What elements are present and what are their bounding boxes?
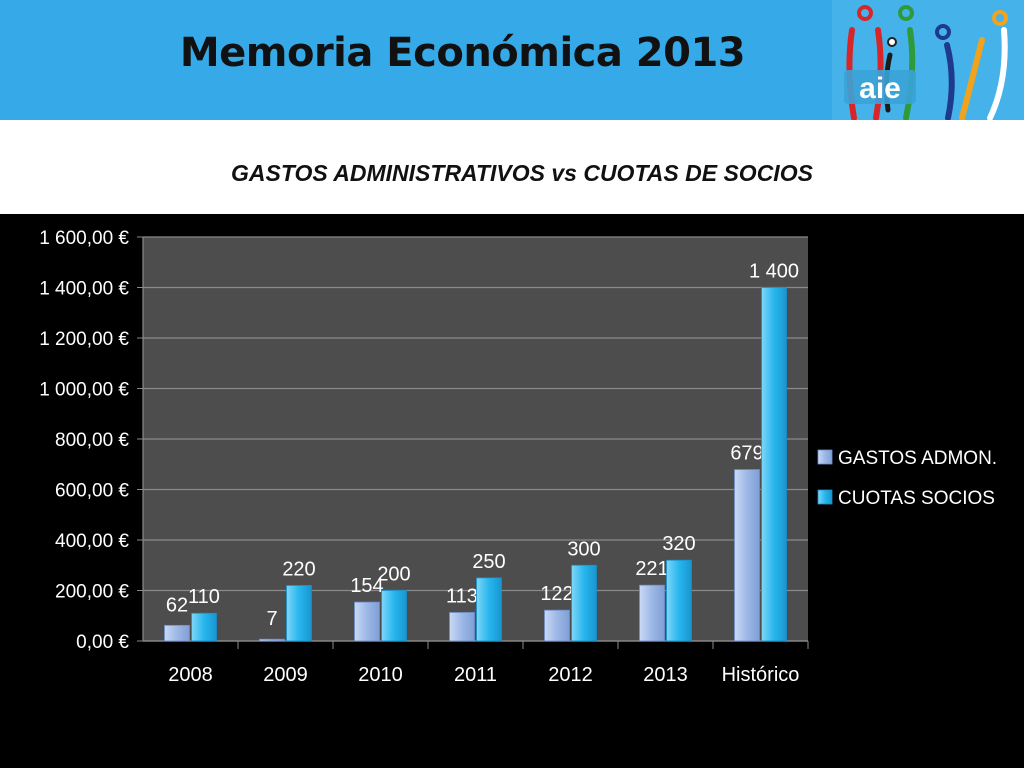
- legend-swatch: [817, 489, 833, 505]
- y-tick-label: 800,00 €: [55, 430, 129, 451]
- bar-gastos: [259, 638, 285, 642]
- bar-cuotas: [476, 577, 502, 642]
- logo-text: aie: [859, 72, 901, 105]
- data-label: 220: [282, 558, 315, 580]
- data-label: 679: [730, 443, 763, 465]
- y-tick-label: 200,00 €: [55, 582, 129, 603]
- bar-cuotas: [571, 564, 597, 642]
- x-tick-label: 2011: [454, 664, 497, 686]
- bar-gastos: [354, 601, 380, 642]
- y-tick-label: 1 200,00 €: [39, 329, 129, 350]
- x-tick-label: 2010: [358, 664, 403, 686]
- data-label: 1 400: [749, 261, 799, 283]
- aie-logo: aie: [832, 0, 1024, 120]
- y-tick-label: 400,00 €: [55, 531, 129, 552]
- page-title: Memoria Económica 2013: [179, 30, 746, 76]
- bar-cuotas: [286, 585, 312, 642]
- x-tick-label: 2009: [263, 664, 308, 686]
- x-tick-label: 2012: [548, 664, 593, 686]
- data-label: 7: [266, 608, 277, 630]
- header-band: Memoria Económica 2013 aie: [0, 0, 1024, 120]
- data-label: 300: [567, 538, 600, 560]
- bar-gastos: [639, 584, 665, 642]
- data-label: 200: [377, 564, 410, 586]
- y-tick-label: 0,00 €: [76, 632, 129, 653]
- bar-cuotas: [666, 559, 692, 642]
- data-label: 62: [166, 594, 188, 616]
- x-tick-label: Histórico: [722, 664, 800, 686]
- data-label: 320: [662, 533, 695, 555]
- data-label: 154: [350, 575, 383, 597]
- bar-cuotas: [381, 590, 407, 642]
- x-tick-label: 2013: [643, 664, 688, 686]
- data-label: 221: [635, 558, 668, 580]
- data-label: 122: [540, 583, 573, 605]
- chart-title: GASTOS ADMINISTRATIVOS vs CUOTAS DE SOCI…: [231, 160, 813, 186]
- bar-cuotas: [761, 287, 787, 642]
- data-label: 250: [472, 551, 505, 573]
- bar-cuotas: [191, 612, 217, 642]
- aie-logo-graphic: aie: [832, 0, 1024, 120]
- y-tick-label: 600,00 €: [55, 481, 129, 502]
- bar-chart: 0,00 € 200,00 € 400,00 € 600,00 € 800,00 € 1 …: [39, 228, 997, 686]
- y-tick-label: 1 400,00 €: [39, 279, 129, 300]
- chart-area: 0,00 € 200,00 € 400,00 € 600,00 € 800,00 € 1 …: [0, 214, 1024, 704]
- bar-gastos: [449, 612, 475, 642]
- data-label: 113: [446, 585, 478, 607]
- data-label: 110: [188, 586, 220, 608]
- bar-gastos: [164, 624, 190, 642]
- legend-swatch: [817, 449, 833, 465]
- y-tick-label: 1 000,00 €: [39, 380, 129, 401]
- bar-gastos: [544, 609, 570, 642]
- bar-gastos: [734, 469, 760, 642]
- y-tick-label: 1 600,00 €: [39, 228, 129, 249]
- legend-label: GASTOS ADMON.: [838, 448, 997, 469]
- chart-title-band: GASTOS ADMINISTRATIVOS vs CUOTAS DE SOCI…: [0, 120, 1024, 214]
- x-tick-label: 2008: [168, 664, 213, 686]
- legend-label: CUOTAS SOCIOS: [838, 488, 995, 509]
